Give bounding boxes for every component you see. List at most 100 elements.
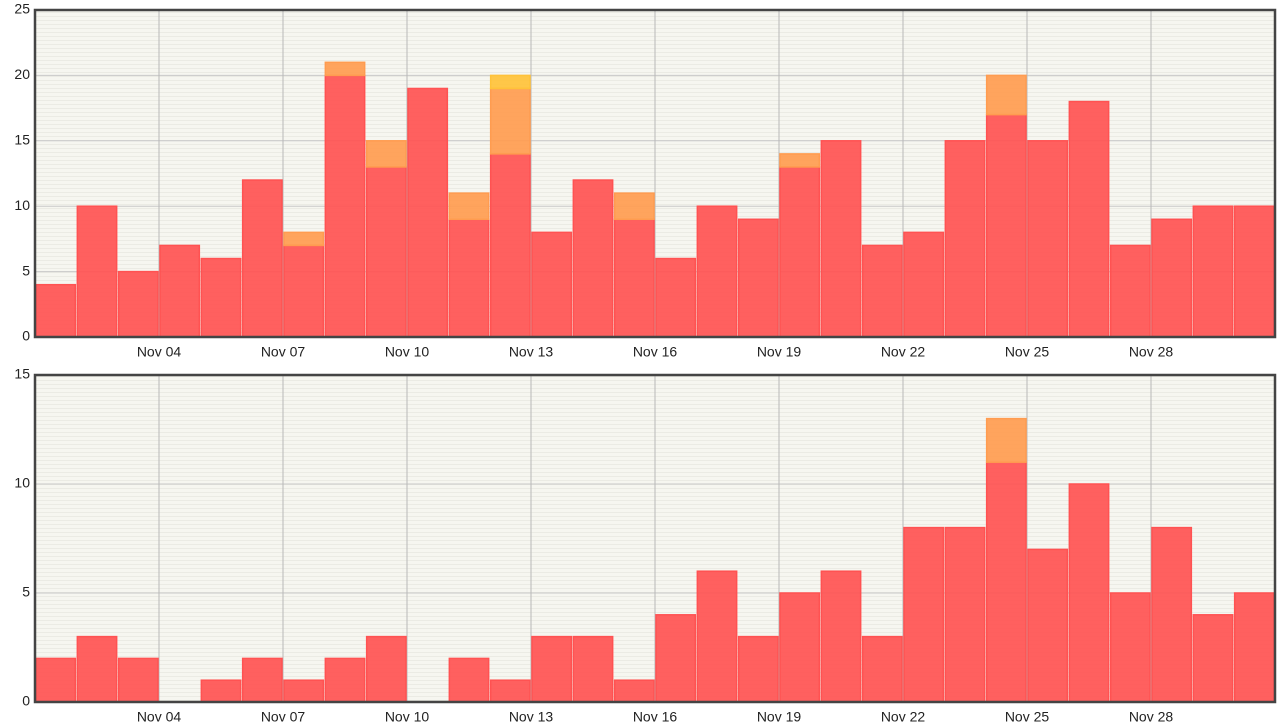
bar <box>861 635 903 703</box>
bar <box>613 679 655 703</box>
bar <box>1027 548 1069 703</box>
bar <box>241 657 283 703</box>
bar <box>779 592 821 703</box>
x-tick-label: Nov 16 <box>633 709 678 725</box>
bar <box>572 179 614 338</box>
bar <box>1109 244 1151 338</box>
bar <box>820 140 862 338</box>
y-tick-label: 25 <box>14 1 30 17</box>
bar <box>324 61 366 77</box>
bar <box>1233 205 1275 338</box>
x-tick-label: Nov 07 <box>261 709 306 725</box>
x-tick-label: Nov 04 <box>137 709 182 725</box>
bar <box>613 192 655 221</box>
bar <box>489 679 531 703</box>
bar <box>1233 592 1275 703</box>
y-tick-label: 0 <box>22 693 30 709</box>
x-tick-label: Nov 19 <box>757 344 802 360</box>
bar <box>985 74 1027 116</box>
bar <box>985 113 1027 338</box>
bar <box>1068 483 1110 703</box>
bar <box>448 218 490 338</box>
bar <box>200 679 242 703</box>
bar <box>1151 218 1193 338</box>
bar <box>737 218 779 338</box>
bar <box>1151 526 1193 703</box>
bar <box>76 205 118 338</box>
bar <box>489 153 531 338</box>
x-tick-label: Nov 25 <box>1005 344 1050 360</box>
plot-border <box>33 373 1277 704</box>
bar <box>985 417 1027 463</box>
bar <box>1192 614 1234 703</box>
x-tick-label: Nov 04 <box>137 344 182 360</box>
bar <box>696 570 738 703</box>
bar <box>365 635 407 703</box>
bar <box>365 140 407 168</box>
bar <box>117 657 159 703</box>
y-tick-label: 15 <box>14 132 30 148</box>
bar <box>241 179 283 338</box>
bar <box>283 679 325 703</box>
bar <box>737 635 779 703</box>
bar <box>696 205 738 338</box>
bar <box>489 74 531 90</box>
x-tick-label: Nov 22 <box>881 709 926 725</box>
bar <box>283 231 325 247</box>
bar <box>655 614 697 703</box>
bar <box>613 218 655 338</box>
bar <box>200 257 242 338</box>
x-tick-label: Nov 07 <box>261 344 306 360</box>
bar <box>117 270 159 338</box>
x-tick-label: Nov 13 <box>509 709 554 725</box>
y-tick-label: 10 <box>14 197 30 213</box>
bar <box>944 140 986 338</box>
bar <box>1068 100 1110 338</box>
y-tick-label: 5 <box>22 262 30 278</box>
bar <box>655 257 697 338</box>
y-tick-label: 15 <box>14 366 30 382</box>
bar <box>324 74 366 338</box>
bar <box>1027 140 1069 338</box>
bar <box>35 283 77 338</box>
bar <box>1109 592 1151 703</box>
x-tick-label: Nov 13 <box>509 344 554 360</box>
y-tick-label: 0 <box>22 328 30 344</box>
bar <box>324 657 366 703</box>
bar <box>283 244 325 338</box>
bar <box>861 244 903 338</box>
x-tick-label: Nov 28 <box>1129 344 1174 360</box>
y-tick-label: 20 <box>14 66 30 82</box>
bar <box>35 657 77 703</box>
bar <box>1192 205 1234 338</box>
bar <box>531 231 573 338</box>
bar <box>779 166 821 338</box>
bar <box>489 87 531 155</box>
bar <box>448 192 490 221</box>
bar <box>76 635 118 703</box>
bar <box>365 166 407 338</box>
bar <box>820 570 862 703</box>
x-tick-label: Nov 16 <box>633 344 678 360</box>
plot-border <box>33 8 1277 339</box>
bar <box>159 244 201 338</box>
x-tick-label: Nov 28 <box>1129 709 1174 725</box>
bar <box>572 635 614 703</box>
x-tick-label: Nov 10 <box>385 344 430 360</box>
bar <box>985 461 1027 703</box>
x-tick-label: Nov 22 <box>881 344 926 360</box>
bar <box>779 153 821 168</box>
x-tick-label: Nov 19 <box>757 709 802 725</box>
bar <box>903 526 945 703</box>
bar <box>448 657 490 703</box>
bar <box>944 526 986 703</box>
bar <box>407 87 449 338</box>
y-tick-label: 5 <box>22 584 30 600</box>
x-tick-label: Nov 10 <box>385 709 430 725</box>
y-tick-label: 10 <box>14 475 30 491</box>
bar <box>903 231 945 338</box>
x-tick-label: Nov 25 <box>1005 709 1050 725</box>
bar <box>531 635 573 703</box>
